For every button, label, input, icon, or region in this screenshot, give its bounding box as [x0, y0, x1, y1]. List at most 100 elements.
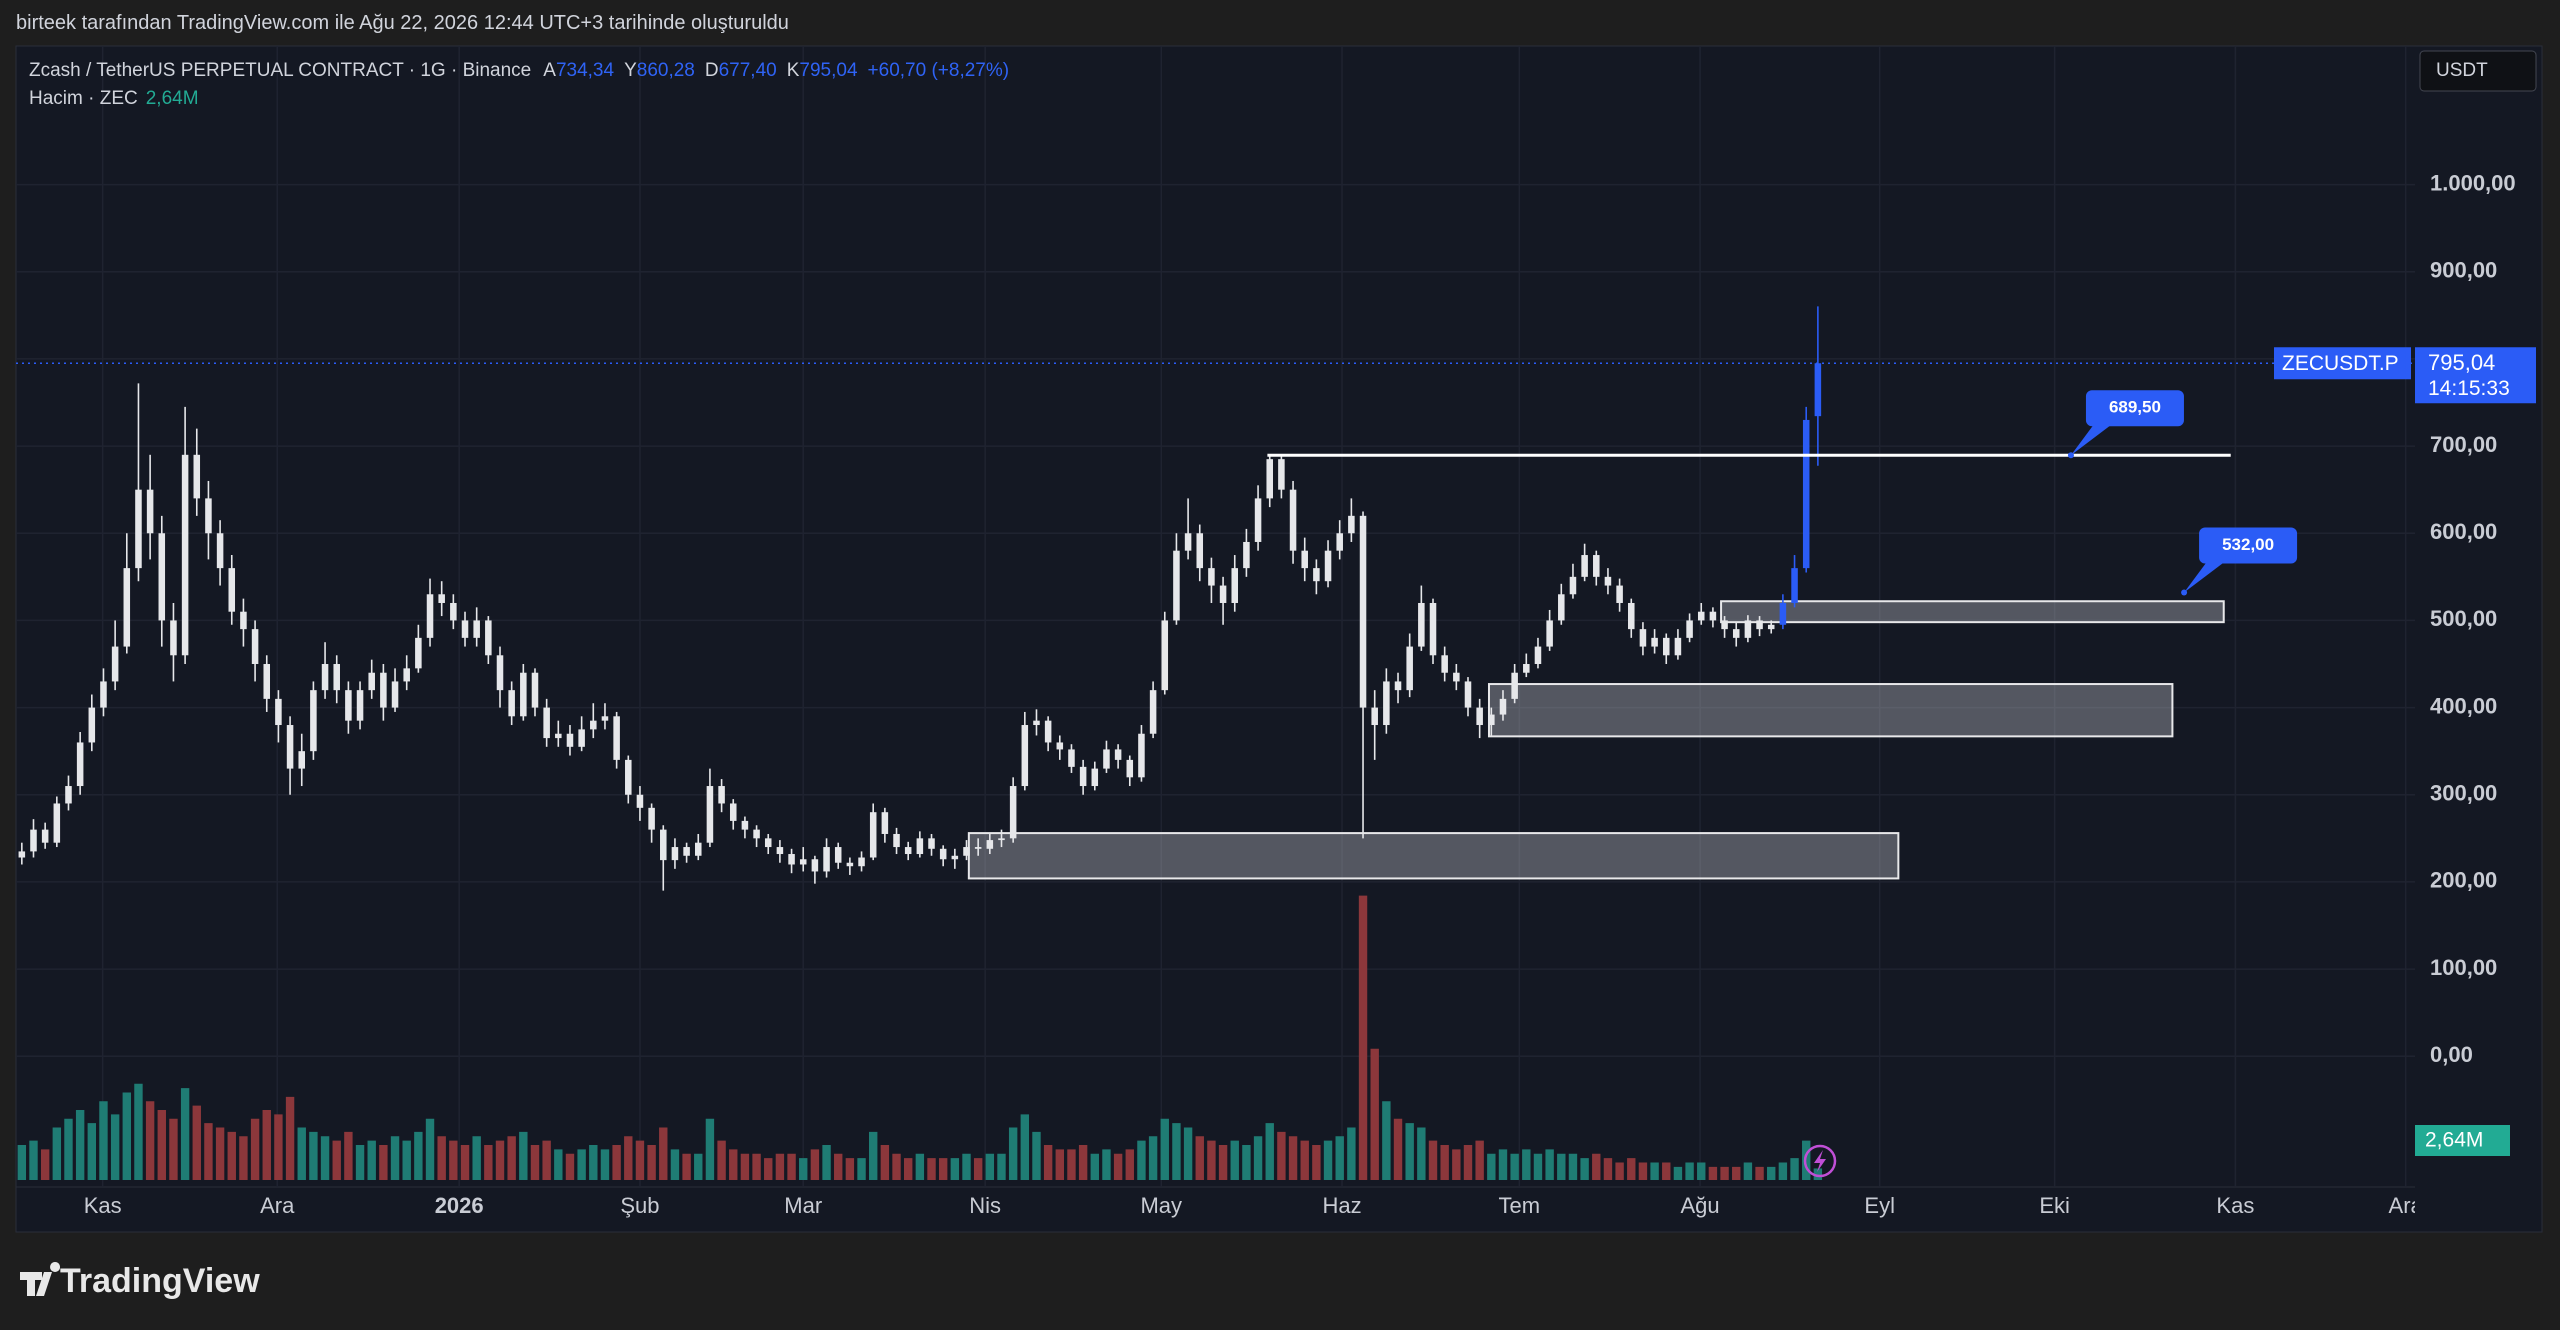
- volume-bar: [1277, 1131, 1286, 1180]
- volume-bar: [367, 1140, 376, 1180]
- volume-bar: [1708, 1166, 1718, 1180]
- x-tick-label: Haz: [1322, 1193, 1361, 1218]
- volume-bar: [1183, 1127, 1193, 1180]
- candle-body: [1744, 620, 1752, 638]
- alert-icon-bolt: [1814, 1150, 1826, 1172]
- candle-body: [1756, 620, 1763, 630]
- volume-bar: [1008, 1127, 1018, 1180]
- volume-bar: [705, 1118, 715, 1180]
- candle-body: [601, 716, 609, 721]
- candle-body: [193, 454, 201, 499]
- volume-bar: [250, 1118, 260, 1180]
- zone-box: [967, 832, 1900, 880]
- candle-body: [1511, 672, 1518, 699]
- candle-body: [1616, 585, 1623, 603]
- volume-bar: [775, 1153, 785, 1180]
- volume-bar: [880, 1145, 890, 1180]
- legend-value: 734,34: [555, 60, 615, 81]
- volume-bar: [1440, 1145, 1449, 1180]
- volume-bar: [425, 1118, 435, 1180]
- candle-body: [228, 568, 236, 612]
- candle-body: [694, 842, 702, 856]
- volume-bar: [64, 1118, 73, 1180]
- candle-body: [974, 847, 982, 849]
- candle-body: [1662, 637, 1670, 656]
- volume-bar: [1207, 1140, 1216, 1180]
- legend: Zcash / TetherUS PERPETUAL CONTRACT · 1G…: [29, 57, 1019, 113]
- candle-body: [368, 672, 375, 691]
- candle-body: [76, 742, 84, 787]
- volume-bar: [1405, 1123, 1414, 1180]
- candle-body: [1254, 498, 1262, 542]
- legend-key: K: [786, 60, 800, 81]
- plot: [16, 46, 2415, 1187]
- alert-icon[interactable]: [1803, 1144, 1837, 1178]
- candle-body: [1114, 749, 1122, 760]
- volume-bar: [1253, 1136, 1263, 1180]
- volume-bar: [1603, 1158, 1613, 1180]
- candle-body: [485, 620, 492, 656]
- candle-body: [1079, 766, 1087, 787]
- volume-bar: [1778, 1162, 1788, 1180]
- volume-bar: [1055, 1149, 1065, 1180]
- volume-bar: [472, 1136, 481, 1180]
- candle-body: [1033, 720, 1040, 726]
- candle-body: [1593, 555, 1600, 577]
- currency-label[interactable]: USDT: [2436, 60, 2488, 81]
- volume-label: Hacim · ZEC: [29, 88, 138, 109]
- candle-body: [88, 707, 96, 743]
- volume-bar: [1382, 1101, 1391, 1180]
- volume-bar: [1592, 1153, 1601, 1180]
- candle-body: [1383, 681, 1390, 726]
- candle-body: [788, 854, 795, 865]
- volume-bar: [274, 1114, 283, 1180]
- y-tick-label: 700,00: [2430, 432, 2497, 457]
- volume-bar: [1697, 1162, 1706, 1180]
- volume-bar: [1650, 1162, 1659, 1180]
- y-tick-label: 200,00: [2430, 868, 2497, 893]
- x-tick-label: May: [1140, 1193, 1182, 1218]
- legend-key: A: [543, 60, 556, 81]
- volume-bar: [1230, 1140, 1239, 1180]
- volume-bar: [40, 1149, 50, 1180]
- volume-bar: [857, 1158, 866, 1180]
- volume-bar: [297, 1127, 306, 1180]
- candle-body: [1534, 646, 1542, 665]
- candle-body: [41, 829, 49, 843]
- candle-body: [1499, 698, 1507, 715]
- volume-bar: [1417, 1127, 1426, 1180]
- volume-bar: [589, 1145, 598, 1180]
- candle-body: [741, 820, 749, 830]
- volume-bar: [1743, 1162, 1753, 1180]
- volume-bar: [752, 1153, 761, 1180]
- volume-bar: [1393, 1118, 1403, 1180]
- candle-body: [881, 812, 889, 834]
- candle-body: [799, 859, 807, 865]
- volume-bar: [1545, 1149, 1554, 1180]
- volume-bar: [1580, 1158, 1589, 1180]
- volume-bar: [180, 1088, 190, 1180]
- currency-button[interactable]: [2419, 50, 2537, 92]
- candle-body: [391, 681, 399, 708]
- volume-bar: [1335, 1136, 1344, 1180]
- volume-bar: [1685, 1162, 1694, 1180]
- overlay: 0,00 100,00 200,00 300,00 400,00 500,00 600,00…: [84, 170, 2536, 1218]
- candle-body: [1173, 550, 1180, 621]
- candle-body: [531, 672, 539, 708]
- volume-bar: [145, 1101, 155, 1180]
- candle-body: [1359, 515, 1367, 708]
- volume-bar: [1125, 1149, 1134, 1180]
- volume-bar: [320, 1136, 330, 1180]
- candle-body: [1569, 576, 1577, 595]
- symbol-tag-label: ZECUSDT.P: [2282, 352, 2399, 375]
- candle-body: [1418, 602, 1425, 647]
- candle-body: [764, 838, 772, 848]
- volume-bar: [600, 1149, 610, 1180]
- x-axis-labels: Kas Ara 2026 Şub Mar Nis May Haz Tem Ağu Eyl Eki Kas…: [84, 1193, 2415, 1218]
- candle-body: [1476, 707, 1483, 726]
- volume-bar: [122, 1092, 131, 1180]
- volume-bar: [1067, 1149, 1076, 1180]
- volume-bar: [1732, 1166, 1741, 1180]
- y-tick-label: 600,00: [2430, 519, 2497, 544]
- candle-body: [158, 533, 166, 621]
